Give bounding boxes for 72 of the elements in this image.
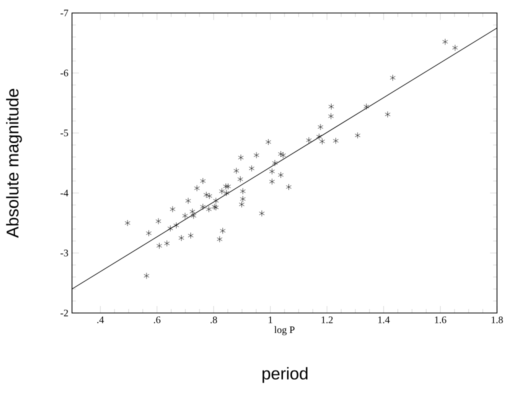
point xyxy=(156,242,162,249)
point xyxy=(206,206,212,212)
point xyxy=(225,183,231,190)
point xyxy=(204,192,210,198)
x-tick-label: .8 xyxy=(210,316,218,324)
point xyxy=(238,201,245,208)
point xyxy=(254,152,260,158)
point xyxy=(442,38,448,45)
point xyxy=(144,272,150,279)
point xyxy=(220,228,226,234)
x-tick-label: .4 xyxy=(97,316,104,324)
point xyxy=(280,152,286,158)
point xyxy=(364,103,370,110)
y-tick-label: -6 xyxy=(60,70,68,76)
point xyxy=(328,113,334,120)
point xyxy=(170,206,176,212)
y-tick-label: -7 xyxy=(60,10,68,16)
point xyxy=(248,165,254,172)
point xyxy=(178,234,184,242)
x-tick-label: 1.2 xyxy=(322,316,333,324)
y-tick-label: -3 xyxy=(60,250,68,256)
point xyxy=(173,222,180,229)
point xyxy=(269,168,275,175)
point xyxy=(306,137,312,144)
point xyxy=(318,124,324,130)
point xyxy=(269,178,275,185)
point xyxy=(259,210,265,217)
y-tick-label: -5 xyxy=(60,130,68,136)
point xyxy=(328,103,334,110)
point xyxy=(266,138,272,146)
point xyxy=(185,198,191,204)
x-tick-label: .6 xyxy=(154,316,160,324)
point xyxy=(156,218,162,224)
point xyxy=(213,198,219,204)
point xyxy=(384,111,390,118)
y-tick-label: -4 xyxy=(60,190,68,196)
point xyxy=(452,44,458,51)
point xyxy=(188,232,194,239)
point xyxy=(168,225,174,232)
point xyxy=(194,185,200,192)
point xyxy=(333,138,339,144)
point xyxy=(272,160,278,166)
point xyxy=(190,208,196,215)
point xyxy=(200,204,206,210)
point xyxy=(182,212,188,219)
y-tick-label: -2 xyxy=(60,310,68,316)
point xyxy=(238,154,244,161)
point xyxy=(278,172,284,178)
point xyxy=(224,190,230,196)
point xyxy=(206,192,212,200)
point xyxy=(124,220,130,226)
point xyxy=(354,132,360,139)
point xyxy=(223,183,229,190)
point xyxy=(240,196,246,202)
text: period xyxy=(262,367,308,383)
point xyxy=(219,188,225,194)
x-tick-label: 1.6 xyxy=(434,316,446,324)
point xyxy=(164,240,170,247)
point xyxy=(238,176,244,182)
x-axis-title: log P xyxy=(274,326,294,336)
x-tick-label: 1.4 xyxy=(378,316,390,324)
point xyxy=(234,168,240,174)
y-axis-title: Absolute magnitude xyxy=(6,88,22,238)
point xyxy=(146,230,152,236)
point xyxy=(286,184,292,190)
x-tick-label: 1.8 xyxy=(492,316,503,324)
point xyxy=(200,178,206,184)
point xyxy=(240,188,246,194)
point xyxy=(390,74,396,81)
point xyxy=(216,236,222,242)
point xyxy=(278,150,284,158)
x-tick-label: 1 xyxy=(268,316,272,324)
